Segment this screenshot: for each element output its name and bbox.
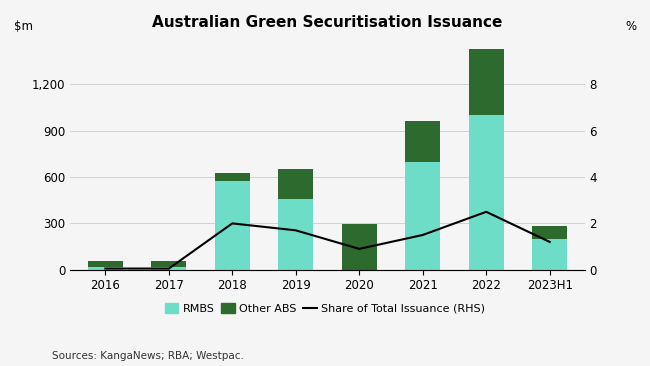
Legend: RMBS, Other ABS, Share of Total Issuance (RHS): RMBS, Other ABS, Share of Total Issuance…: [161, 299, 489, 318]
Bar: [406, 162, 440, 270]
Bar: [532, 226, 567, 239]
Bar: [215, 173, 250, 181]
Bar: [469, 115, 504, 270]
Bar: [278, 169, 313, 199]
Text: Sources: KangaNews; RBA; Westpac.: Sources: KangaNews; RBA; Westpac.: [52, 351, 244, 361]
Bar: [532, 239, 567, 270]
Bar: [342, 224, 377, 270]
Bar: [215, 181, 250, 270]
Text: $m: $m: [14, 20, 33, 33]
Bar: [88, 266, 123, 270]
Text: %: %: [625, 20, 636, 33]
Bar: [88, 261, 123, 266]
Bar: [406, 122, 440, 162]
Title: Australian Green Securitisation Issuance: Australian Green Securitisation Issuance: [152, 15, 502, 30]
Bar: [469, 49, 504, 115]
Bar: [278, 199, 313, 270]
Bar: [151, 266, 187, 270]
Bar: [151, 261, 187, 266]
